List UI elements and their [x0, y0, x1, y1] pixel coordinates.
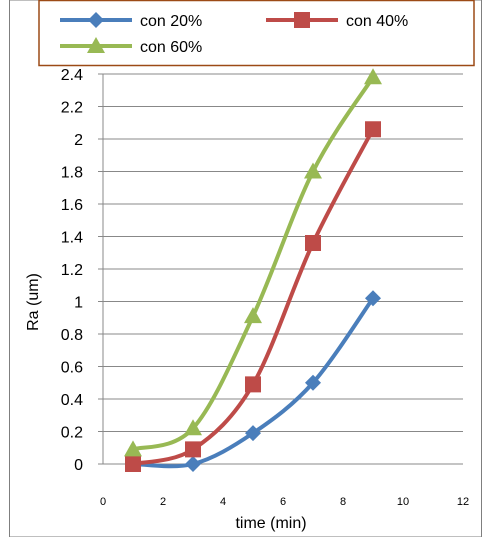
legend-label: con 40%: [346, 13, 408, 30]
legend-label: con 20%: [140, 13, 202, 30]
legend-box: [38, 0, 475, 67]
legend-marker: [87, 37, 105, 53]
y-tick-label: 2.4: [61, 67, 83, 84]
y-tick-labels: 0 0.2 0.4 0.6 0.8 1 1.2 1.4 1.6 1.8 2 2.2 2.4: [61, 67, 83, 474]
y-tick-label: 0: [74, 457, 83, 474]
x-tick-label: 4: [220, 496, 226, 508]
x-tick-label: 10: [397, 496, 409, 508]
y-tick-label: 0.6: [61, 360, 83, 377]
y-tick-label: 1.2: [61, 262, 83, 279]
legend-item: con 40%: [266, 12, 408, 30]
series-group: [124, 68, 382, 472]
x-tick-label: 0: [100, 496, 106, 508]
series-3: [124, 68, 382, 457]
data-point: [184, 419, 202, 436]
y-tick-label: 0.2: [61, 425, 83, 442]
y-axis-title: Ra (um): [25, 273, 42, 331]
data-point: [365, 121, 381, 138]
y-tick-label: 1.8: [61, 165, 83, 182]
series-2: [125, 121, 381, 472]
series-1: [125, 290, 381, 472]
y-tick-label: 0.4: [61, 392, 83, 409]
data-point: [125, 456, 141, 472]
y-tick-label: 1.4: [61, 230, 83, 247]
legend-label: con 60%: [140, 39, 202, 56]
x-tick-label: 6: [280, 496, 286, 508]
data-point: [244, 307, 262, 324]
legend: con 20% con 40% con 60%: [38, 0, 475, 67]
x-tick-labels: 0 2 4 6 8 10 12: [100, 496, 469, 508]
data-point: [364, 68, 382, 85]
y-tick-label: 2: [74, 132, 83, 149]
gridlines: [103, 73, 463, 432]
y-tick-label: 1: [74, 295, 83, 312]
legend-marker: [294, 12, 310, 28]
series-line: [132, 128, 375, 466]
x-tick-label: 8: [340, 496, 346, 508]
y-tick-label: 2.2: [61, 100, 83, 117]
data-point: [245, 376, 261, 393]
x-tick-label: 2: [160, 496, 166, 508]
series-line: [132, 76, 375, 452]
y-tick-label: 0.8: [61, 327, 83, 344]
data-point: [365, 290, 381, 307]
data-point: [245, 425, 261, 442]
x-axis-title: time (min): [235, 515, 306, 532]
data-point: [124, 440, 142, 457]
data-point: [185, 441, 201, 458]
y-tick-label: 1.6: [61, 197, 83, 214]
data-point: [304, 162, 322, 179]
data-point: [305, 235, 321, 251]
legend-item: con 60%: [60, 37, 202, 56]
x-tick-label: 12: [457, 496, 469, 508]
data-point: [185, 456, 201, 472]
legend-marker: [88, 12, 104, 28]
data-point: [305, 374, 321, 391]
legend-item: con 20%: [60, 12, 202, 30]
